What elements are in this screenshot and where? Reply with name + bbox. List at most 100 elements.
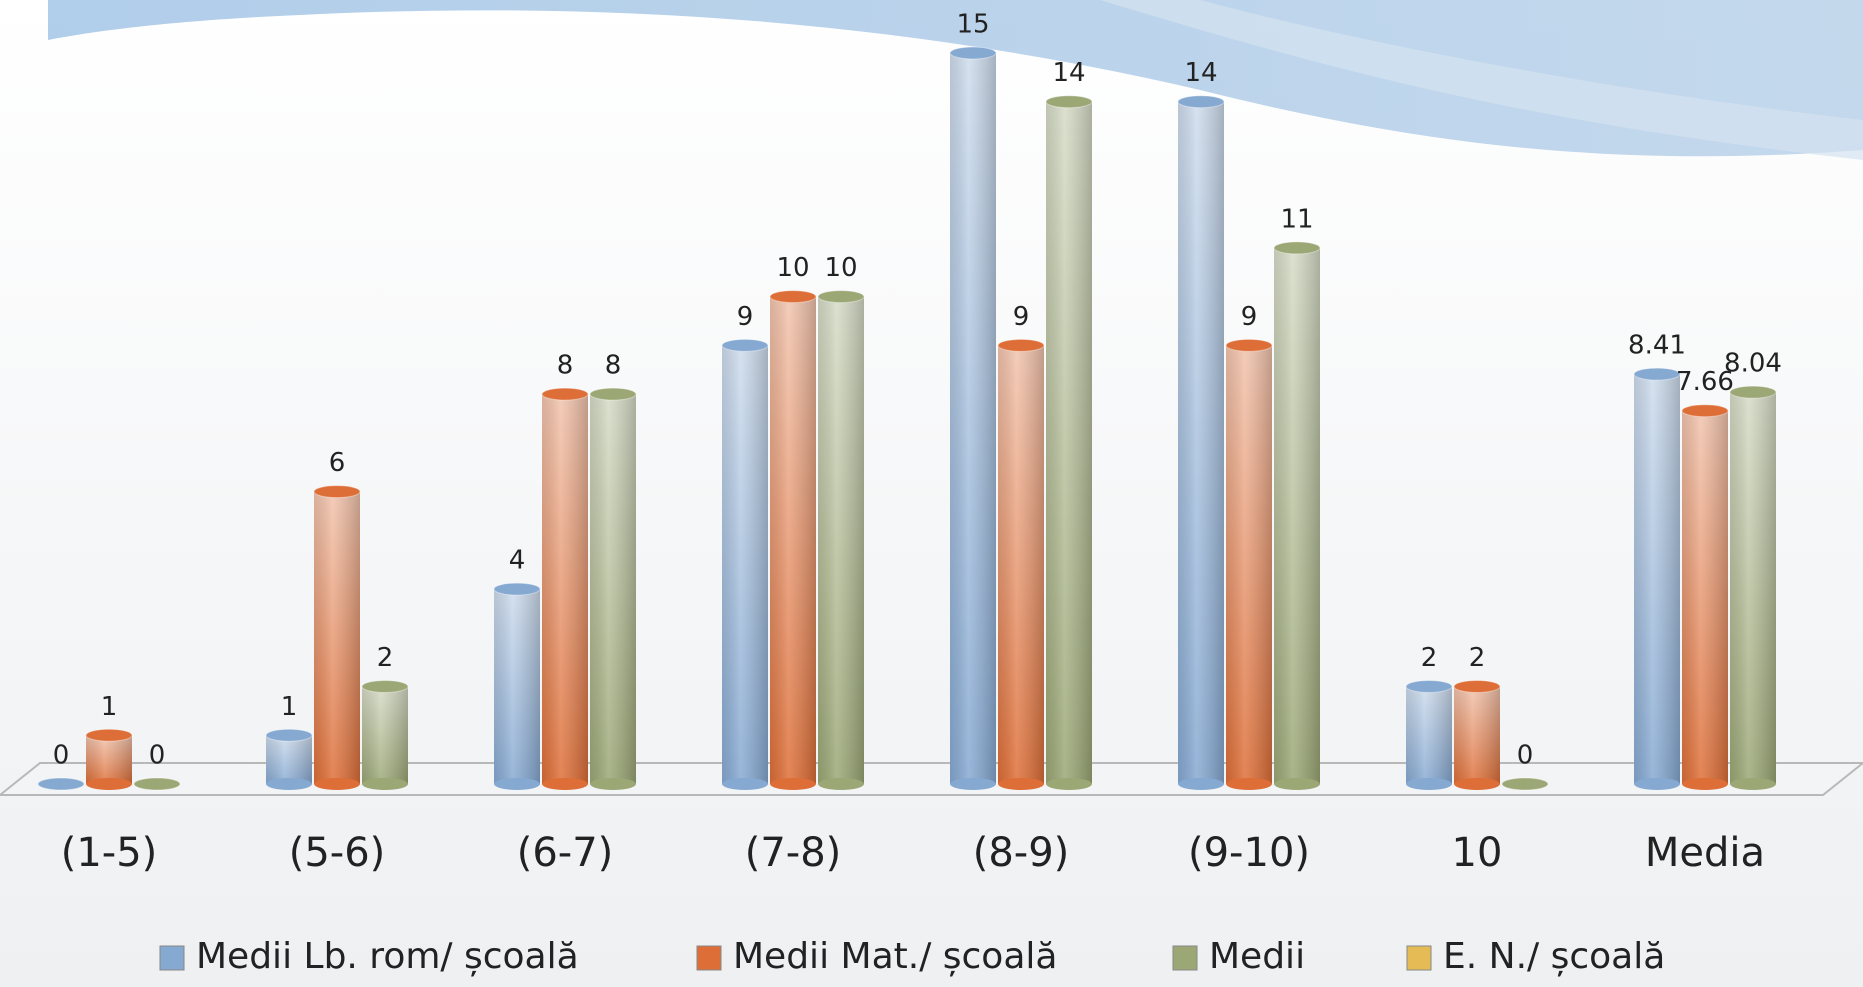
bar-shade	[542, 394, 588, 784]
bar-cap	[949, 46, 997, 60]
data-label: 0	[149, 741, 166, 771]
bar-base	[1730, 778, 1776, 790]
bar-shade	[590, 394, 636, 784]
decor-wave	[1100, 0, 1863, 160]
legend-swatch	[1172, 945, 1198, 971]
bar-cap	[589, 387, 637, 401]
bar-base	[1634, 778, 1680, 790]
bar-cap	[313, 485, 361, 499]
x-tick-label: (7-8)	[745, 830, 842, 876]
bar-base	[1682, 778, 1728, 790]
bar-cap	[1045, 95, 1093, 109]
x-tick-label: (6-7)	[517, 830, 614, 876]
bar-base	[818, 778, 864, 790]
bar-cap	[1729, 385, 1777, 399]
data-label: 11	[1280, 204, 1313, 234]
x-tick-label: Media	[1645, 830, 1765, 876]
bar-shade	[1730, 392, 1776, 784]
bar-cap	[817, 290, 865, 304]
data-label: 10	[824, 253, 857, 283]
bar-base	[590, 778, 636, 790]
data-label: 14	[1184, 58, 1217, 88]
bar-cap	[1681, 404, 1729, 418]
legend-label: Medii Mat./ școală	[733, 936, 1057, 977]
bar-cap	[1225, 338, 1273, 352]
x-tick-label: (1-5)	[61, 830, 158, 876]
data-label: 14	[1052, 58, 1085, 88]
legend-swatch	[696, 945, 722, 971]
bar-cap	[769, 290, 817, 304]
bar-base	[770, 778, 816, 790]
bar-base	[950, 778, 996, 790]
bar-base	[494, 778, 540, 790]
plot: (1-5)010(5-6)162(6-7)48 8(7-8)910 10(8-9)1…	[37, 10, 1782, 977]
floor	[0, 762, 1863, 796]
x-tick-label: (9-10)	[1188, 830, 1310, 876]
legend-swatch	[159, 945, 185, 971]
data-label: 8	[557, 351, 574, 381]
bar-shade	[1274, 247, 1320, 784]
data-label: 6	[329, 448, 346, 478]
bar-shade	[1406, 686, 1452, 784]
data-label: 2	[377, 643, 394, 673]
bar-shade	[1226, 345, 1272, 784]
data-label: 8.41	[1628, 331, 1686, 361]
bar-shade	[818, 296, 864, 784]
bar-cap	[1453, 680, 1501, 694]
legend-label: E. N./ școală	[1443, 936, 1665, 977]
bar-base	[86, 778, 132, 790]
data-label: 15	[956, 10, 989, 40]
bar-cap	[1177, 95, 1225, 109]
bar-shade	[266, 735, 312, 784]
bar-base	[362, 778, 408, 790]
data-label: 8.04	[1724, 349, 1782, 379]
bar-base	[1406, 778, 1452, 790]
bar-shade	[314, 491, 360, 784]
bar-cap	[37, 777, 85, 791]
data-label: 9	[1013, 302, 1030, 332]
bar-cap	[265, 728, 313, 742]
bar-cap	[721, 338, 769, 352]
x-tick-label: (8-9)	[973, 830, 1070, 876]
x-tick-label: (5-6)	[289, 830, 386, 876]
bar-shade	[950, 53, 996, 784]
data-label: 10	[776, 253, 809, 283]
bar-base	[998, 778, 1044, 790]
bar-cap	[997, 338, 1045, 352]
bar-shade	[770, 296, 816, 784]
bar-base	[1454, 778, 1500, 790]
data-label: 9	[737, 302, 754, 332]
legend-label: Medii Lb. rom/ școală	[196, 936, 579, 977]
bar-cap	[1273, 241, 1321, 255]
data-label: 2	[1421, 643, 1438, 673]
data-label: 1	[281, 692, 298, 722]
bar-cap	[1501, 777, 1549, 791]
bar-cap	[1633, 367, 1681, 381]
bar-shade	[362, 686, 408, 784]
data-label: 2	[1469, 643, 1486, 673]
bar-cap	[361, 680, 409, 694]
bar-shade	[1178, 101, 1224, 784]
decor-wave	[48, 0, 1863, 157]
bar-shade	[1046, 101, 1092, 784]
bar-cap	[493, 582, 541, 596]
data-label: 8	[605, 351, 622, 381]
bar-shade	[1454, 686, 1500, 784]
bar-cap	[85, 728, 133, 742]
data-label: 1	[101, 692, 118, 722]
bar-base	[314, 778, 360, 790]
data-label: 4	[509, 546, 526, 576]
bar-shade	[86, 735, 132, 784]
bar-shade	[1634, 374, 1680, 784]
data-label: 0	[53, 741, 70, 771]
bar-cap	[541, 387, 589, 401]
x-tick-label: 10	[1452, 830, 1503, 876]
data-label: 7.66	[1676, 367, 1734, 397]
bar-shade	[494, 589, 540, 784]
bar-base	[722, 778, 768, 790]
bar-base	[1046, 778, 1092, 790]
data-label: 0	[1517, 741, 1534, 771]
data-label: 9	[1241, 302, 1258, 332]
